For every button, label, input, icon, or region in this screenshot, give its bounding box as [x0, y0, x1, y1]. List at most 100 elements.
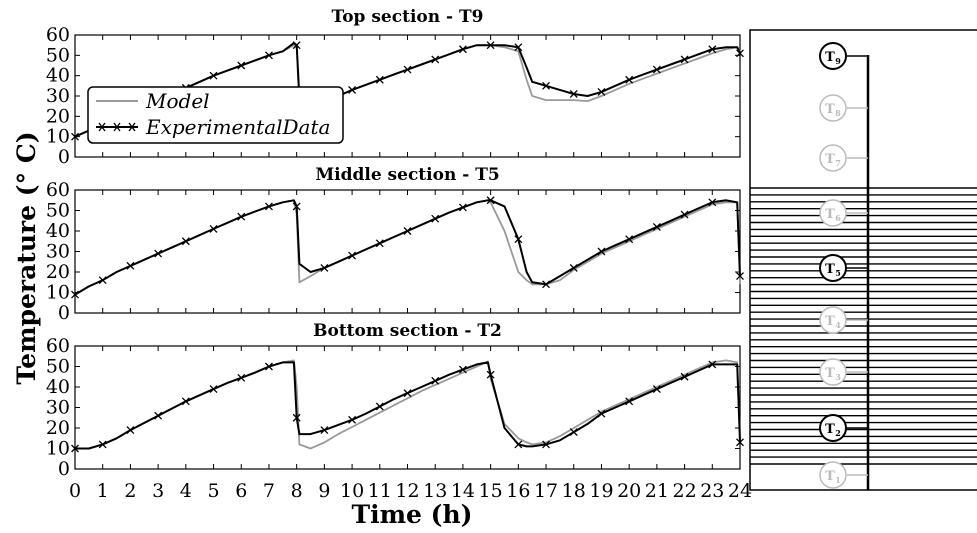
sensor-label: T — [825, 366, 835, 381]
sensor-index: 5 — [835, 268, 841, 278]
x-tick-label: 4 — [180, 480, 192, 502]
experimental-marker — [375, 75, 384, 84]
experimental-marker — [625, 397, 634, 406]
x-tick-label: 1 — [97, 480, 109, 502]
y-tick-label: 10 — [46, 126, 70, 148]
x-tick-label: 15 — [479, 480, 503, 502]
experimental-marker — [736, 49, 744, 58]
experimental-marker — [209, 71, 218, 80]
y-tick-label: 50 — [46, 356, 70, 378]
experimental-marker — [542, 81, 551, 90]
experimental-marker — [348, 251, 357, 260]
experimental-marker — [680, 372, 689, 381]
x-tick-label: 22 — [672, 480, 696, 502]
x-tick-label: 10 — [340, 480, 364, 502]
x-tick-label: 9 — [318, 480, 330, 502]
panel-title: Middle section - T5 — [315, 165, 499, 185]
y-tick-label: 30 — [46, 85, 70, 107]
experimental-marker — [680, 210, 689, 219]
experimental-marker — [597, 87, 606, 96]
y-tick-label: 10 — [46, 282, 70, 304]
experimental-marker — [320, 426, 329, 435]
x-axis-label: Time (h) — [352, 500, 473, 529]
experimental-marker — [486, 370, 495, 379]
sensor-label: T — [825, 207, 835, 222]
model-line — [74, 199, 741, 296]
sensor-label: T — [825, 50, 835, 65]
model-line — [75, 359, 741, 450]
sensor-index: 7 — [835, 158, 841, 168]
tank-outline — [749, 29, 977, 491]
sensor-markers: T 9T 8T 7T 6T 5T 4T 3T 2T 1 — [819, 42, 868, 489]
sensor-index: 6 — [835, 213, 841, 223]
experimental-marker — [348, 85, 357, 94]
experimental-marker — [597, 247, 606, 256]
sensor-circle — [819, 42, 847, 70]
sensor-label: T — [825, 102, 835, 117]
experimental-marker — [569, 428, 578, 437]
experimental-marker — [375, 402, 384, 411]
x-tick-label: 23 — [700, 480, 724, 502]
experimental-marker — [403, 65, 412, 74]
x-tick-label: 7 — [263, 480, 275, 502]
y-tick-label: 40 — [46, 65, 70, 87]
y-tick-label: 0 — [58, 302, 70, 324]
x-tick-label: 24 — [728, 480, 752, 502]
experimental-line — [75, 361, 741, 450]
x-tick-label: 3 — [152, 480, 164, 502]
sensor-circle — [819, 199, 847, 227]
y-axis-label: Temperature (° C) — [12, 131, 41, 384]
experimental-marker — [597, 409, 606, 418]
y-tick-label: 60 — [46, 24, 70, 46]
experimental-marker — [292, 41, 301, 50]
x-tick-label: 8 — [291, 480, 303, 502]
experimental-marker — [237, 61, 246, 70]
experimental-marker — [736, 272, 744, 281]
experimental-marker — [237, 212, 246, 221]
x-tick-label: 12 — [395, 480, 419, 502]
y-tick-label: 60 — [46, 335, 70, 357]
y-tick-label: 0 — [58, 146, 70, 168]
experimental-marker — [486, 196, 495, 205]
legend-model-label: Model — [145, 89, 210, 113]
experimental-marker — [542, 440, 551, 449]
experimental-marker — [431, 214, 440, 223]
experimental-marker — [458, 45, 467, 54]
y-tick-label: 20 — [46, 105, 70, 127]
sensor-label: T — [825, 422, 835, 437]
sensor-index: 3 — [835, 372, 841, 382]
experimental-marker — [431, 376, 440, 385]
experimental-marker — [209, 224, 218, 233]
sensor-label: T — [825, 152, 835, 167]
y-tick-label: 40 — [46, 376, 70, 398]
experimental-marker — [71, 444, 79, 453]
experimental-marker — [403, 389, 412, 398]
experimental-marker — [652, 65, 661, 74]
experimental-marker — [181, 237, 190, 246]
tank-stratification-lines — [750, 187, 977, 465]
y-tick-label: 60 — [46, 179, 70, 201]
sensor-index: 2 — [835, 428, 841, 438]
sensor-circle — [819, 94, 847, 122]
experimental-marker — [486, 41, 495, 50]
y-tick-label: 10 — [46, 438, 70, 460]
x-tick-label: 6 — [235, 480, 247, 502]
experimental-marker — [126, 426, 135, 435]
panel-title: Top section - T9 — [332, 7, 484, 27]
y-tick-label: 50 — [46, 200, 70, 222]
experimental-marker — [680, 55, 689, 64]
y-tick-label: 40 — [46, 220, 70, 242]
x-tick-label: 21 — [645, 480, 669, 502]
sensor-index: 9 — [835, 56, 841, 66]
sensor-index: 1 — [835, 475, 841, 485]
experimental-marker — [181, 397, 190, 406]
experimental-marker — [458, 203, 467, 212]
experimental-marker — [154, 249, 163, 258]
experimental-marker — [71, 132, 79, 141]
legend-experimental-label: ExperimentalData — [145, 115, 330, 139]
experimental-marker — [736, 438, 744, 447]
